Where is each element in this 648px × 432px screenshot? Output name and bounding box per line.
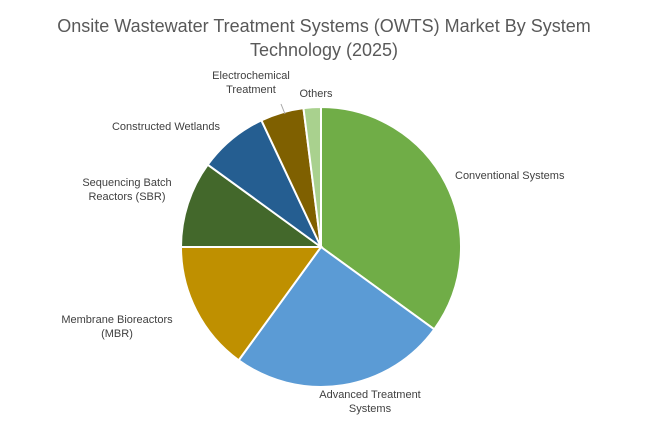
slice-label-electrochemical-treatment: Electrochemical Treatment xyxy=(212,70,290,96)
chart-title: Onsite Wastewater Treatment Systems (OWT… xyxy=(0,14,648,62)
pie-slice-conventional-systems xyxy=(320,105,462,331)
leader-line-electrochemical-treatment xyxy=(280,103,286,115)
chart-title-line-1: Onsite Wastewater Treatment Systems (OWT… xyxy=(57,16,591,36)
slice-label-line: Conventional Systems xyxy=(455,170,565,182)
pie-slice-sequencing-batch-reactors-sbr xyxy=(179,163,325,248)
slice-label-others: Others xyxy=(299,88,333,100)
slice-label-line: Membrane Bioreactors xyxy=(61,314,173,326)
slice-label-line: Systems xyxy=(349,403,392,415)
pie-slice-others xyxy=(302,105,322,248)
slice-label-line: Treatment xyxy=(226,84,276,96)
slice-label-line: Others xyxy=(299,88,333,100)
slice-label-conventional-systems: Conventional Systems xyxy=(455,170,565,182)
slice-label-line: Electrochemical xyxy=(212,70,290,82)
pie-slice-membrane-bioreactors-mbr xyxy=(179,246,323,362)
slice-label-line: Reactors (SBR) xyxy=(88,191,165,203)
slice-label-membrane-bioreactors-mbr: Membrane Bioreactors (MBR) xyxy=(61,314,173,340)
chart-title-line-2: Technology (2025) xyxy=(249,40,399,60)
slice-label-line: Constructed Wetlands xyxy=(112,121,221,133)
slice-label-line: Advanced Treatment xyxy=(319,389,421,401)
pie-slice-advanced-treatment-systems xyxy=(237,245,436,388)
slice-label-sequencing-batch-reactors-sbr: Sequencing Batch Reactors (SBR) xyxy=(82,177,171,203)
slice-label-line: Sequencing Batch xyxy=(82,177,171,189)
slice-label-line: (MBR) xyxy=(101,328,133,340)
slice-label-constructed-wetlands: Constructed Wetlands xyxy=(112,121,221,133)
slice-label-advanced-treatment-systems: Advanced Treatment Systems xyxy=(319,389,421,415)
